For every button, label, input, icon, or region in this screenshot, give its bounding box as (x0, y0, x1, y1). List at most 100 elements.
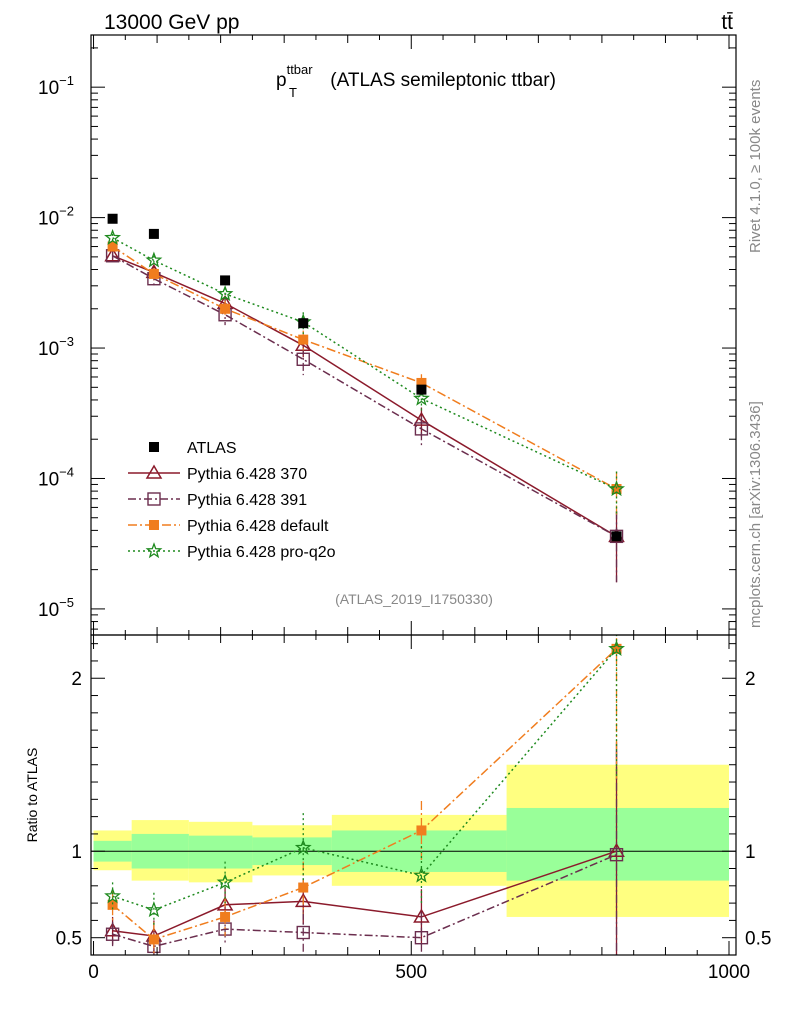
series-0-point (413, 411, 430, 426)
y-tick-label-exponent: −4 (59, 464, 74, 479)
series-1-ratio-point (105, 927, 120, 941)
ratio-band-green-bin-2 (188, 835, 253, 869)
series-1-point (296, 352, 310, 366)
series-0-ratio-point (104, 922, 121, 937)
series-1-line (112, 255, 617, 538)
series-1-point (609, 529, 624, 544)
header-energy-label: 13000 GeV pp (104, 11, 239, 34)
plot-title: pttbar T (ATLAS semileptonic ttbar) (276, 62, 556, 100)
series-3-ratio-point (145, 901, 163, 918)
series-3-point (145, 251, 163, 268)
legend-entry-1: Pythia 6.428 370 (128, 464, 307, 483)
y-tick-label-main: 10−3 (38, 334, 74, 360)
series-0-ratio-point (413, 908, 430, 923)
series-3-point (608, 480, 626, 497)
rivet-version-label: Rivet 4.1.0, ≥ 100k events (747, 80, 764, 253)
series-1-main (105, 249, 624, 583)
y-tick-label-main: 10−1 (38, 73, 74, 99)
legend-label: Pythia 6.428 pro-q2o (187, 544, 336, 561)
y-tick-label-main: 10−4 (38, 464, 74, 490)
legend: ATLAS Pythia 6.428 370 Pythia 6.428 391 Pyt… (128, 440, 336, 561)
data-point-atlas (220, 275, 231, 286)
y-tick-label-base: 10 (38, 209, 59, 230)
series-0-point (104, 247, 121, 262)
x-tick-label: 1000 (708, 962, 750, 983)
series-2-line (112, 245, 617, 490)
y-tick-label-ratio-right: 2 (745, 669, 756, 690)
legend-entry-3: Pythia 6.428 default (128, 518, 329, 535)
series-2-point (220, 303, 231, 314)
series-3-ratio-point (608, 639, 626, 656)
analysis-id-watermark: (ATLAS_2019_I1750330) (335, 591, 493, 607)
x-tick-label: 500 (395, 962, 427, 983)
y-tick-label-base: 10 (38, 339, 59, 360)
legend-label: Pythia 6.428 370 (187, 466, 307, 483)
series-3-ratio-point (104, 887, 122, 904)
legend-marker (147, 492, 161, 506)
data-point-atlas (107, 213, 118, 224)
y-tick-label-base: 10 (38, 600, 59, 621)
series-2-point (107, 241, 118, 252)
series-3-main (104, 228, 626, 515)
legend-entry-4: Pythia 6.428 pro-q2o (128, 542, 336, 561)
series-2-ratio-point (416, 825, 427, 836)
data-series-atlas (107, 213, 622, 542)
legend-marker (149, 442, 159, 452)
series-0-main (104, 247, 625, 583)
header-process-label: tt̄ (721, 11, 733, 34)
plot-title-rest: (ATLAS semileptonic ttbar) (325, 70, 556, 91)
series-2-main (107, 241, 622, 515)
series-1-ratio (105, 750, 624, 955)
series-1-ratio-point (414, 931, 429, 945)
legend-marker (145, 464, 163, 479)
ratio-plot-frame (90, 634, 737, 956)
y-tick-label-exponent: −3 (59, 334, 74, 349)
series-3-ratio-point (294, 838, 312, 855)
x-tick-label: 0 (88, 962, 99, 983)
ratio-uncertainty-bands (91, 764, 736, 917)
legend-marker (149, 520, 159, 530)
legend-entry-2: Pythia 6.428 391 (128, 492, 307, 509)
series-2-ratio-point (148, 934, 159, 945)
plot-title-main: p (276, 70, 287, 91)
ratio-plot-area (104, 635, 626, 955)
series-2-ratio-point (298, 882, 309, 893)
series-2-point (611, 484, 622, 495)
series-2-ratio-point (107, 899, 118, 910)
ratio-y-axis-label: Ratio to ATLAS (24, 748, 40, 843)
ratio-band-green-bin-5 (506, 807, 729, 881)
legend-marker (145, 542, 163, 559)
plot-title-subscript: T (289, 85, 297, 100)
y-tick-label-ratio-left: 1 (71, 842, 82, 863)
legend-label: ATLAS (187, 440, 237, 457)
mcplots-label: mcplots.cern.ch [arXiv:1306.3436] (747, 401, 764, 628)
series-1-ratio-point (609, 847, 624, 862)
legend-label: Pythia 6.428 391 (187, 492, 307, 509)
y-tick-label-main: 10−5 (38, 595, 74, 621)
data-point-atlas (148, 228, 159, 239)
series-1-ratio-line (112, 854, 617, 948)
y-tick-label-exponent: −1 (59, 73, 74, 88)
legend-label: Pythia 6.428 default (187, 518, 329, 535)
data-point-atlas (298, 318, 309, 329)
data-point-atlas (611, 531, 622, 542)
plot-title-superscript: ttbar (287, 62, 314, 77)
series-3-ratio-point (413, 866, 430, 883)
series-0-ratio-point (294, 892, 312, 908)
series-0-ratio-line (112, 850, 617, 937)
series-2-ratio-line (112, 648, 618, 941)
series-0-ratio-point (216, 896, 234, 911)
y-tick-label-exponent: −2 (59, 204, 74, 219)
series-3-point (216, 285, 234, 302)
series-3-ratio-point (216, 873, 234, 890)
series-1-ratio-point (296, 925, 310, 940)
series-3-point (104, 228, 122, 245)
y-tick-label-ratio-right: 1 (745, 842, 756, 863)
y-tick-label-base: 10 (38, 78, 59, 99)
y-tick-label-ratio-left: 2 (71, 669, 82, 690)
series-3-line (112, 237, 617, 490)
series-2-point (148, 268, 159, 279)
series-2-point (298, 334, 309, 345)
